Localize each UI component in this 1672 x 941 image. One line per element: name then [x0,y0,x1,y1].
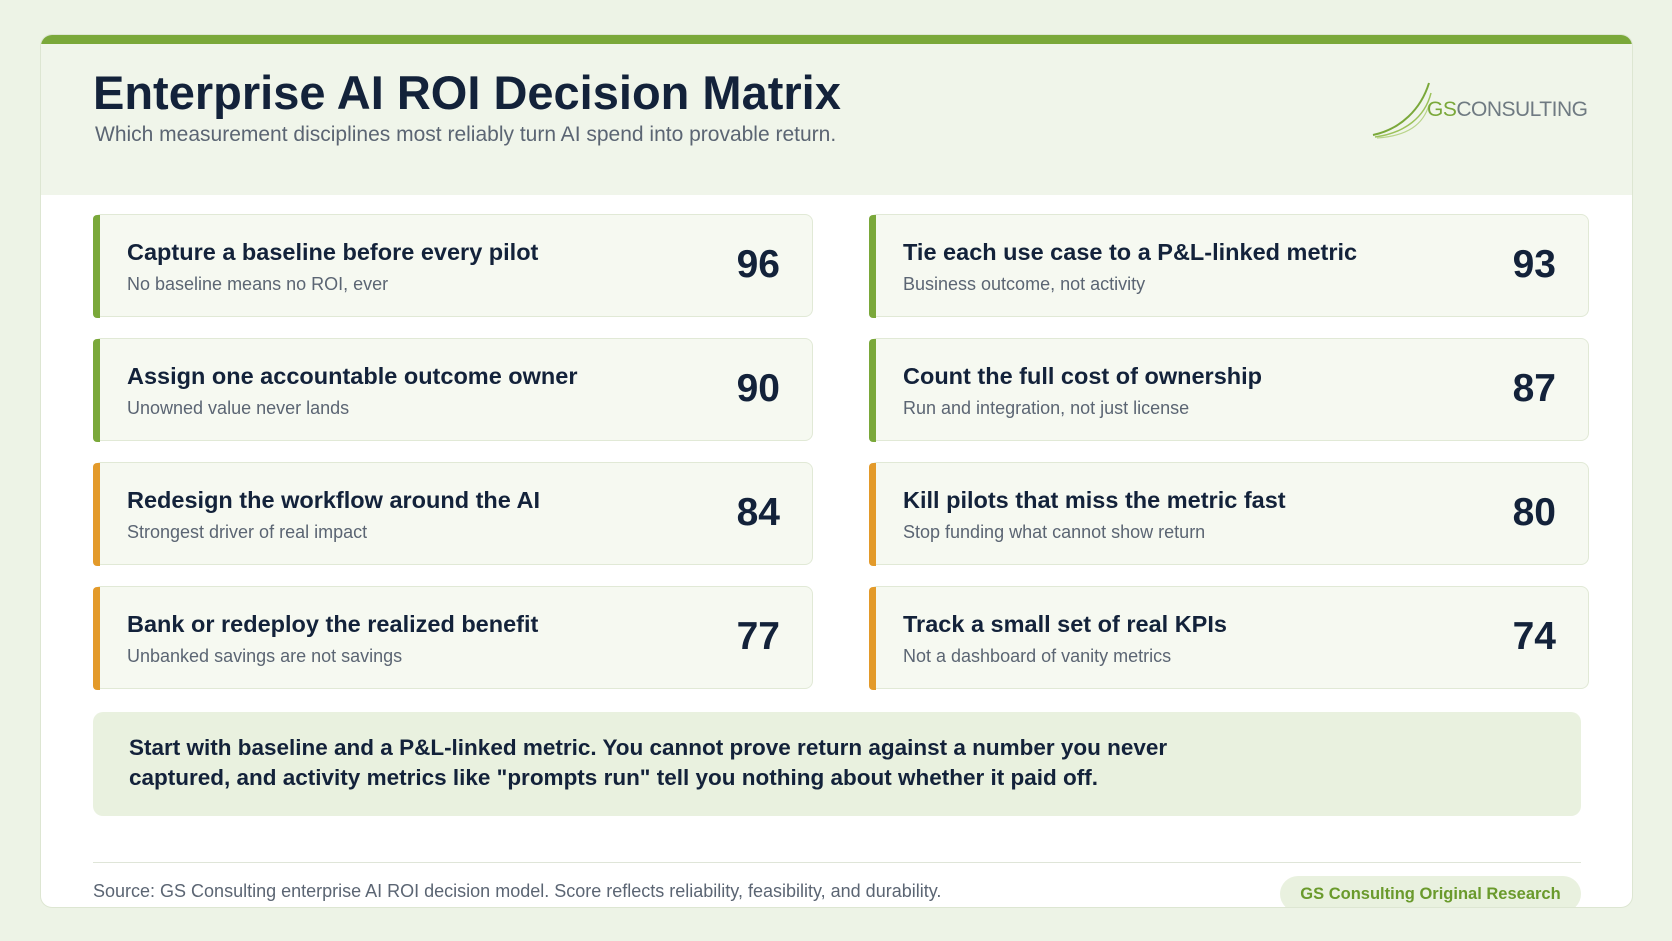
card-subtitle: No baseline means no ROI, ever [127,274,389,294]
card-title: Track a small set of real KPIs [903,611,1227,637]
card: Capture a baseline before every pilot No … [93,214,813,318]
card-subtitle: Unowned value never lands [127,398,350,418]
badge: GS Consulting Original Research [1280,876,1581,907]
logo-accent: GS [1427,98,1457,121]
card-accent [93,463,100,566]
card-score: 96 [736,243,780,286]
card-title: Redesign the workflow around the AI [127,487,541,513]
card-score: 93 [1512,243,1556,286]
card-subtitle: Run and integration, not just license [903,398,1190,418]
card-score: 90 [736,367,780,410]
card: Bank or redeploy the realized benefit Unb… [93,586,813,690]
logo-word: CONSULTING [1456,98,1588,121]
card-title: Capture a baseline before every pilot [127,239,539,265]
card-score: 74 [1512,615,1556,658]
card-title: Tie each use case to a P&L-linked metric [903,239,1358,265]
card-subtitle: Strongest driver of real impact [127,522,368,542]
card-score: 80 [1512,491,1556,534]
card: Track a small set of real KPIs Not a dash… [869,586,1589,690]
title: Enterprise AI ROI Decision Matrix [93,66,841,119]
panel: Enterprise AI ROI Decision Matrix Which … [40,34,1633,908]
card-accent [869,463,876,566]
card: Redesign the workflow around the AI Stron… [93,462,813,566]
card-subtitle: Business outcome, not activity [903,274,1146,294]
card-accent [93,587,100,690]
card-accent [93,339,100,442]
card-title: Bank or redeploy the realized benefit [127,611,539,637]
card-score: 77 [736,615,780,658]
callout-text: Start with baseline and a P&L-linked met… [129,735,1168,790]
card: Count the full cost of ownership Run and … [869,338,1589,442]
card-accent [93,215,100,318]
logo-mark [1372,82,1432,139]
footer-rule [93,862,1581,863]
card-subtitle: Unbanked savings are not savings [127,646,403,666]
card-score: 84 [736,491,780,534]
card-accent [869,215,876,318]
callout: Start with baseline and a P&L-linked met… [93,712,1581,816]
subtitle: Which measurement disciplines most relia… [95,123,837,146]
card-score: 87 [1512,367,1556,410]
logo-text: GSCONSULTING [1427,98,1588,122]
card-title: Count the full cost of ownership [903,363,1263,389]
card: Assign one accountable outcome owner Unow… [93,338,813,442]
card-accent [869,339,876,442]
card-accent [869,587,876,690]
card-subtitle: Stop funding what cannot show return [903,522,1206,542]
header-band [41,44,1632,195]
card: Tie each use case to a P&L-linked metric… [869,214,1589,318]
source: Source: GS Consulting enterprise AI ROI … [93,881,942,901]
card-title: Assign one accountable outcome owner [127,363,578,389]
card-subtitle: Not a dashboard of vanity metrics [903,646,1172,666]
card-title: Kill pilots that miss the metric fast [903,487,1286,513]
top-bar [41,35,1632,44]
card: Kill pilots that miss the metric fast Sto… [869,462,1589,566]
